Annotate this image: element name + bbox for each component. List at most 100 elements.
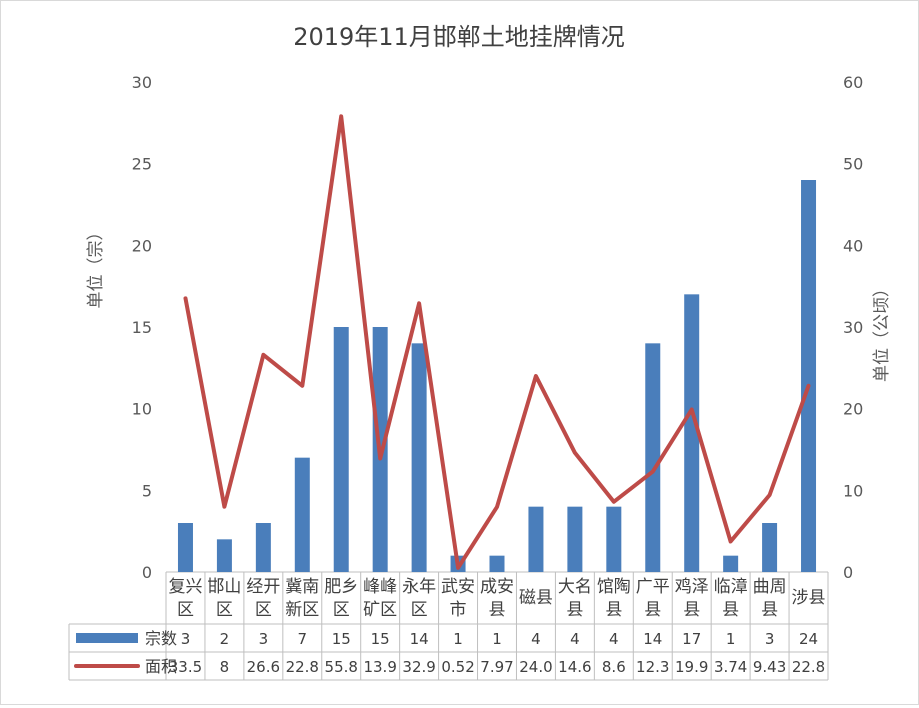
y-tick-right-label: 10 [843,481,863,500]
bar [606,507,621,572]
x-tick-label: 县 [644,600,661,620]
bar [217,539,232,572]
y-tick-left-label: 0 [142,563,152,582]
bar [567,507,582,572]
x-tick-label: 邯山 [207,577,241,597]
x-tick-label: 区 [216,600,233,620]
data-label: 13.9 [363,658,396,676]
y-axis-right-title: 单位（公顷） [872,280,892,382]
bar [295,458,310,572]
x-tick-label: 峰峰 [363,577,397,597]
data-label: 3 [181,630,191,648]
data-label: 15 [332,630,351,648]
x-tick-label: 县 [605,600,622,620]
data-label: 0.52 [441,658,474,676]
y-tick-left-label: 25 [132,155,152,174]
x-tick-label: 临漳 [714,577,748,597]
legend-swatch-bar [76,633,138,643]
data-label: 1 [453,630,463,648]
y-tick-right-label: 0 [843,563,853,582]
x-tick-label: 永年 [402,577,436,597]
x-tick-label: 市 [450,600,467,620]
legend-label-bar: 宗数 [145,629,177,648]
x-tick-label: 磁县 [519,588,553,608]
x-tick-label: 涉县 [792,588,826,608]
x-tick-label: 县 [566,600,583,620]
x-tick-label: 馆陶 [597,577,631,597]
x-tick-label: 成安 [480,577,514,597]
y-tick-right-label: 60 [843,73,863,92]
data-label: 8.6 [602,658,626,676]
data-label: 3 [259,630,269,648]
data-label: 33.5 [169,658,202,676]
data-label: 22.8 [792,658,825,676]
bar [723,556,738,572]
bar [762,523,777,572]
data-label: 26.6 [247,658,280,676]
y-tick-left-label: 20 [132,236,152,255]
x-tick-label: 矿区 [363,600,397,620]
data-label: 1 [492,630,502,648]
data-label: 12.3 [636,658,669,676]
x-tick-label: 区 [333,600,350,620]
y-tick-left-label: 10 [132,400,152,419]
x-tick-label: 武安 [441,577,475,597]
y-tick-right-label: 40 [843,236,863,255]
data-label: 14 [410,630,429,648]
x-tick-label: 区 [255,600,272,620]
data-label: 14 [643,630,662,648]
y-tick-right-label: 50 [843,155,863,174]
x-tick-label: 县 [722,600,739,620]
data-label: 32.9 [402,658,435,676]
x-tick-label: 鸡泽 [675,577,709,597]
data-label: 24 [799,630,818,648]
y-tick-right-label: 20 [843,400,863,419]
chart-title: 2019年11月邯郸土地挂牌情况 [293,23,625,51]
data-label: 8 [220,658,230,676]
bar [645,343,660,572]
bar [412,343,427,572]
data-label: 15 [371,630,390,648]
x-tick-label: 区 [411,600,428,620]
x-tick-label: 冀南 [285,577,319,597]
x-tick-label: 经开 [246,577,280,597]
data-label: 24.0 [519,658,552,676]
bar [528,507,543,572]
x-tick-label: 复兴 [168,577,202,597]
y-tick-left-label: 30 [132,73,152,92]
bar [256,523,271,572]
x-tick-label: 新区 [285,600,319,620]
y-tick-right-label: 30 [843,318,863,337]
data-label: 7.97 [480,658,513,676]
data-label: 14.6 [558,658,591,676]
x-tick-label: 曲周 [753,577,787,597]
x-tick-label: 大名 [558,577,592,597]
line-series [185,116,808,568]
x-tick-label: 区 [177,600,194,620]
data-label: 22.8 [286,658,319,676]
data-label: 2 [220,630,230,648]
data-label: 4 [531,630,541,648]
area-line [186,116,809,568]
y-tick-left-label: 5 [142,481,152,500]
data-label: 55.8 [325,658,358,676]
bar [178,523,193,572]
data-label: 7 [298,630,308,648]
data-label: 9.43 [753,658,786,676]
bar [801,180,816,572]
data-label: 3 [765,630,775,648]
data-label: 19.9 [675,658,708,676]
data-label: 4 [570,630,580,648]
data-table: 复兴区邯山区经开区冀南新区肥乡区峰峰矿区永年区武安市成安县磁县大名县馆陶县广平县… [69,572,828,680]
x-tick-label: 县 [761,600,778,620]
data-label: 3.74 [714,658,747,676]
data-label: 17 [682,630,701,648]
y-axis-left-title: 单位（宗） [86,224,106,309]
data-label: 1 [726,630,736,648]
y-tick-left-label: 15 [132,318,152,337]
x-tick-label: 县 [683,600,700,620]
x-tick-label: 肥乡 [324,577,358,597]
bar [334,327,349,572]
